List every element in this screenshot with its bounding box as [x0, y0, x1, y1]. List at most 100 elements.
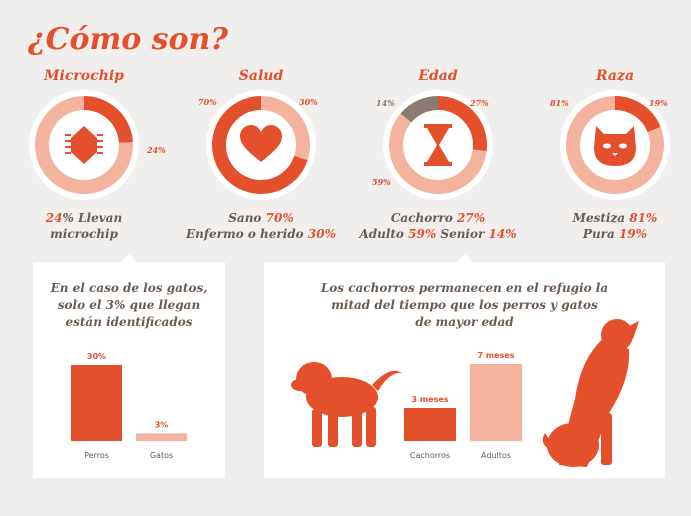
slice-label: 14%: [376, 98, 395, 108]
text-run: Adulto: [359, 227, 409, 241]
text-line: mitad del tiempo que los perros y gatos: [264, 297, 665, 314]
text-run: %: [635, 227, 648, 241]
puppies-panel: Los cachorros permanecen en el refugio l…: [264, 254, 665, 478]
text-run: solo el: [57, 298, 106, 312]
donut-microchip: [29, 90, 139, 200]
bar-category-label: Adultos: [481, 451, 511, 460]
donut-slice: [566, 96, 664, 194]
slice-label: 70%: [198, 97, 217, 107]
text-run: Pura: [582, 227, 619, 241]
bar-category-label: Gatos: [150, 451, 173, 460]
bar-value-label: 3%: [155, 420, 169, 429]
bar-category-label: Perros: [84, 451, 109, 460]
cats-panel: En el caso de los gatos, solo el 3% que l…: [33, 254, 225, 478]
stat-heading: Edad: [418, 68, 458, 84]
text-run: %: [473, 211, 486, 225]
text-run: %: [424, 227, 437, 241]
stat-heading: Salud: [238, 68, 284, 84]
text-line: de mayor edad: [264, 314, 665, 331]
slice-label: 27%: [470, 98, 489, 108]
hourglass-icon: [424, 124, 452, 166]
stat-raza: Raza: [540, 68, 690, 84]
text-run: de mayor edad: [415, 315, 514, 329]
puppies-panel-text: Los cachorros permanecen en el refugio l…: [264, 280, 665, 331]
slice-label: 59%: [372, 177, 391, 187]
text-run: Senior: [436, 227, 489, 241]
text-run: 59: [408, 227, 425, 241]
donut-slice: [35, 96, 133, 194]
puppies-bar-chart: 3 meses Cachorros 7 meses Adultos: [291, 319, 639, 467]
stat-caption: Mestiza 81% Pura 19%: [535, 210, 691, 242]
text-run: Enfermo o herido: [186, 227, 308, 241]
text-line: Sano 70%: [181, 210, 341, 226]
text-run: están identificados: [65, 315, 193, 329]
text-run: %: [645, 211, 658, 225]
text-run: %: [324, 227, 336, 241]
stat-caption: Cachorro 27% Adulto 59% Senior 14%: [358, 210, 518, 242]
text-run: 24: [45, 211, 63, 225]
page-title: ¿Cómo son?: [28, 22, 228, 57]
stat-microchip: Microchip: [9, 68, 159, 84]
text-line: En el caso de los gatos,: [33, 280, 225, 297]
bar-value-label: 30%: [87, 352, 106, 361]
text-line: Enfermo o herido 30%: [181, 226, 341, 242]
text-line: 24% Llevan: [4, 210, 164, 226]
text-run: 30: [307, 227, 325, 241]
slice-label: 81%: [550, 98, 569, 108]
donut-salud: [206, 90, 316, 200]
adult-dog-silhouette-icon: [542, 319, 639, 467]
text-run: %: [505, 227, 517, 241]
stat-caption: Sano 70% Enfermo o herido 30%: [181, 210, 341, 242]
text-run: % Llevan: [62, 211, 123, 225]
donut-slice: [389, 96, 487, 194]
text-line: microchip: [4, 226, 164, 242]
donut-slice: [212, 96, 310, 194]
puppy-silhouette-icon: [291, 362, 402, 447]
text-run: Los cachorros permanecen en el refugio l…: [320, 281, 609, 295]
text-line: están identificados: [33, 314, 225, 331]
stat-edad: Edad: [363, 68, 513, 84]
text-run: 14: [488, 227, 506, 241]
bar: [71, 365, 122, 441]
stat-heading: Microchip: [44, 68, 124, 84]
donut-edad: [383, 90, 493, 200]
bar: [470, 364, 522, 441]
stat-heading: Raza: [595, 68, 635, 84]
stat-salud: Salud: [186, 68, 336, 84]
slice-label: 24%: [147, 145, 166, 155]
donut-slice: [389, 96, 487, 194]
text-run: mitad del tiempo que los perros y gatos: [331, 298, 598, 312]
text-run: 19: [618, 227, 636, 241]
text-line: Mestiza 81%: [535, 210, 691, 226]
cat-icon: [594, 126, 636, 166]
cats-panel-text: En el caso de los gatos, solo el 3% que l…: [33, 280, 225, 331]
text-line: Cachorro 27%: [358, 210, 518, 226]
text-line: Pura 19%: [535, 226, 691, 242]
text-line: solo el 3% que llegan: [33, 297, 225, 314]
text-run: 27: [457, 211, 474, 225]
donut-raza: [560, 90, 670, 200]
text-run: microchip: [50, 227, 118, 241]
text-run: En el caso de los gatos,: [50, 281, 208, 295]
heart-icon: [240, 125, 282, 162]
text-run: Sano: [228, 211, 266, 225]
microchip-icon: [65, 126, 103, 164]
slice-label: 30%: [299, 97, 318, 107]
bar: [136, 433, 187, 441]
text-run: 70: [265, 211, 283, 225]
text-run: Cachorro: [390, 211, 458, 225]
text-line: Adulto 59% Senior 14%: [358, 226, 518, 242]
text-run: que llegan: [125, 298, 201, 312]
slice-label: 19%: [649, 98, 668, 108]
text-run: Mestiza: [572, 211, 630, 225]
bar: [404, 408, 456, 441]
bar-category-label: Cachorros: [410, 451, 450, 460]
cats-bar-chart: 30% Perros 3% Gatos: [71, 352, 187, 460]
bar-value-label: 3 meses: [411, 395, 448, 404]
text-run: 3%: [105, 298, 126, 312]
stat-caption: 24% Llevan microchip: [4, 210, 164, 242]
text-run: 81: [629, 211, 646, 225]
bar-value-label: 7 meses: [477, 351, 514, 360]
text-run: %: [282, 211, 294, 225]
text-line: Los cachorros permanecen en el refugio l…: [264, 280, 665, 297]
